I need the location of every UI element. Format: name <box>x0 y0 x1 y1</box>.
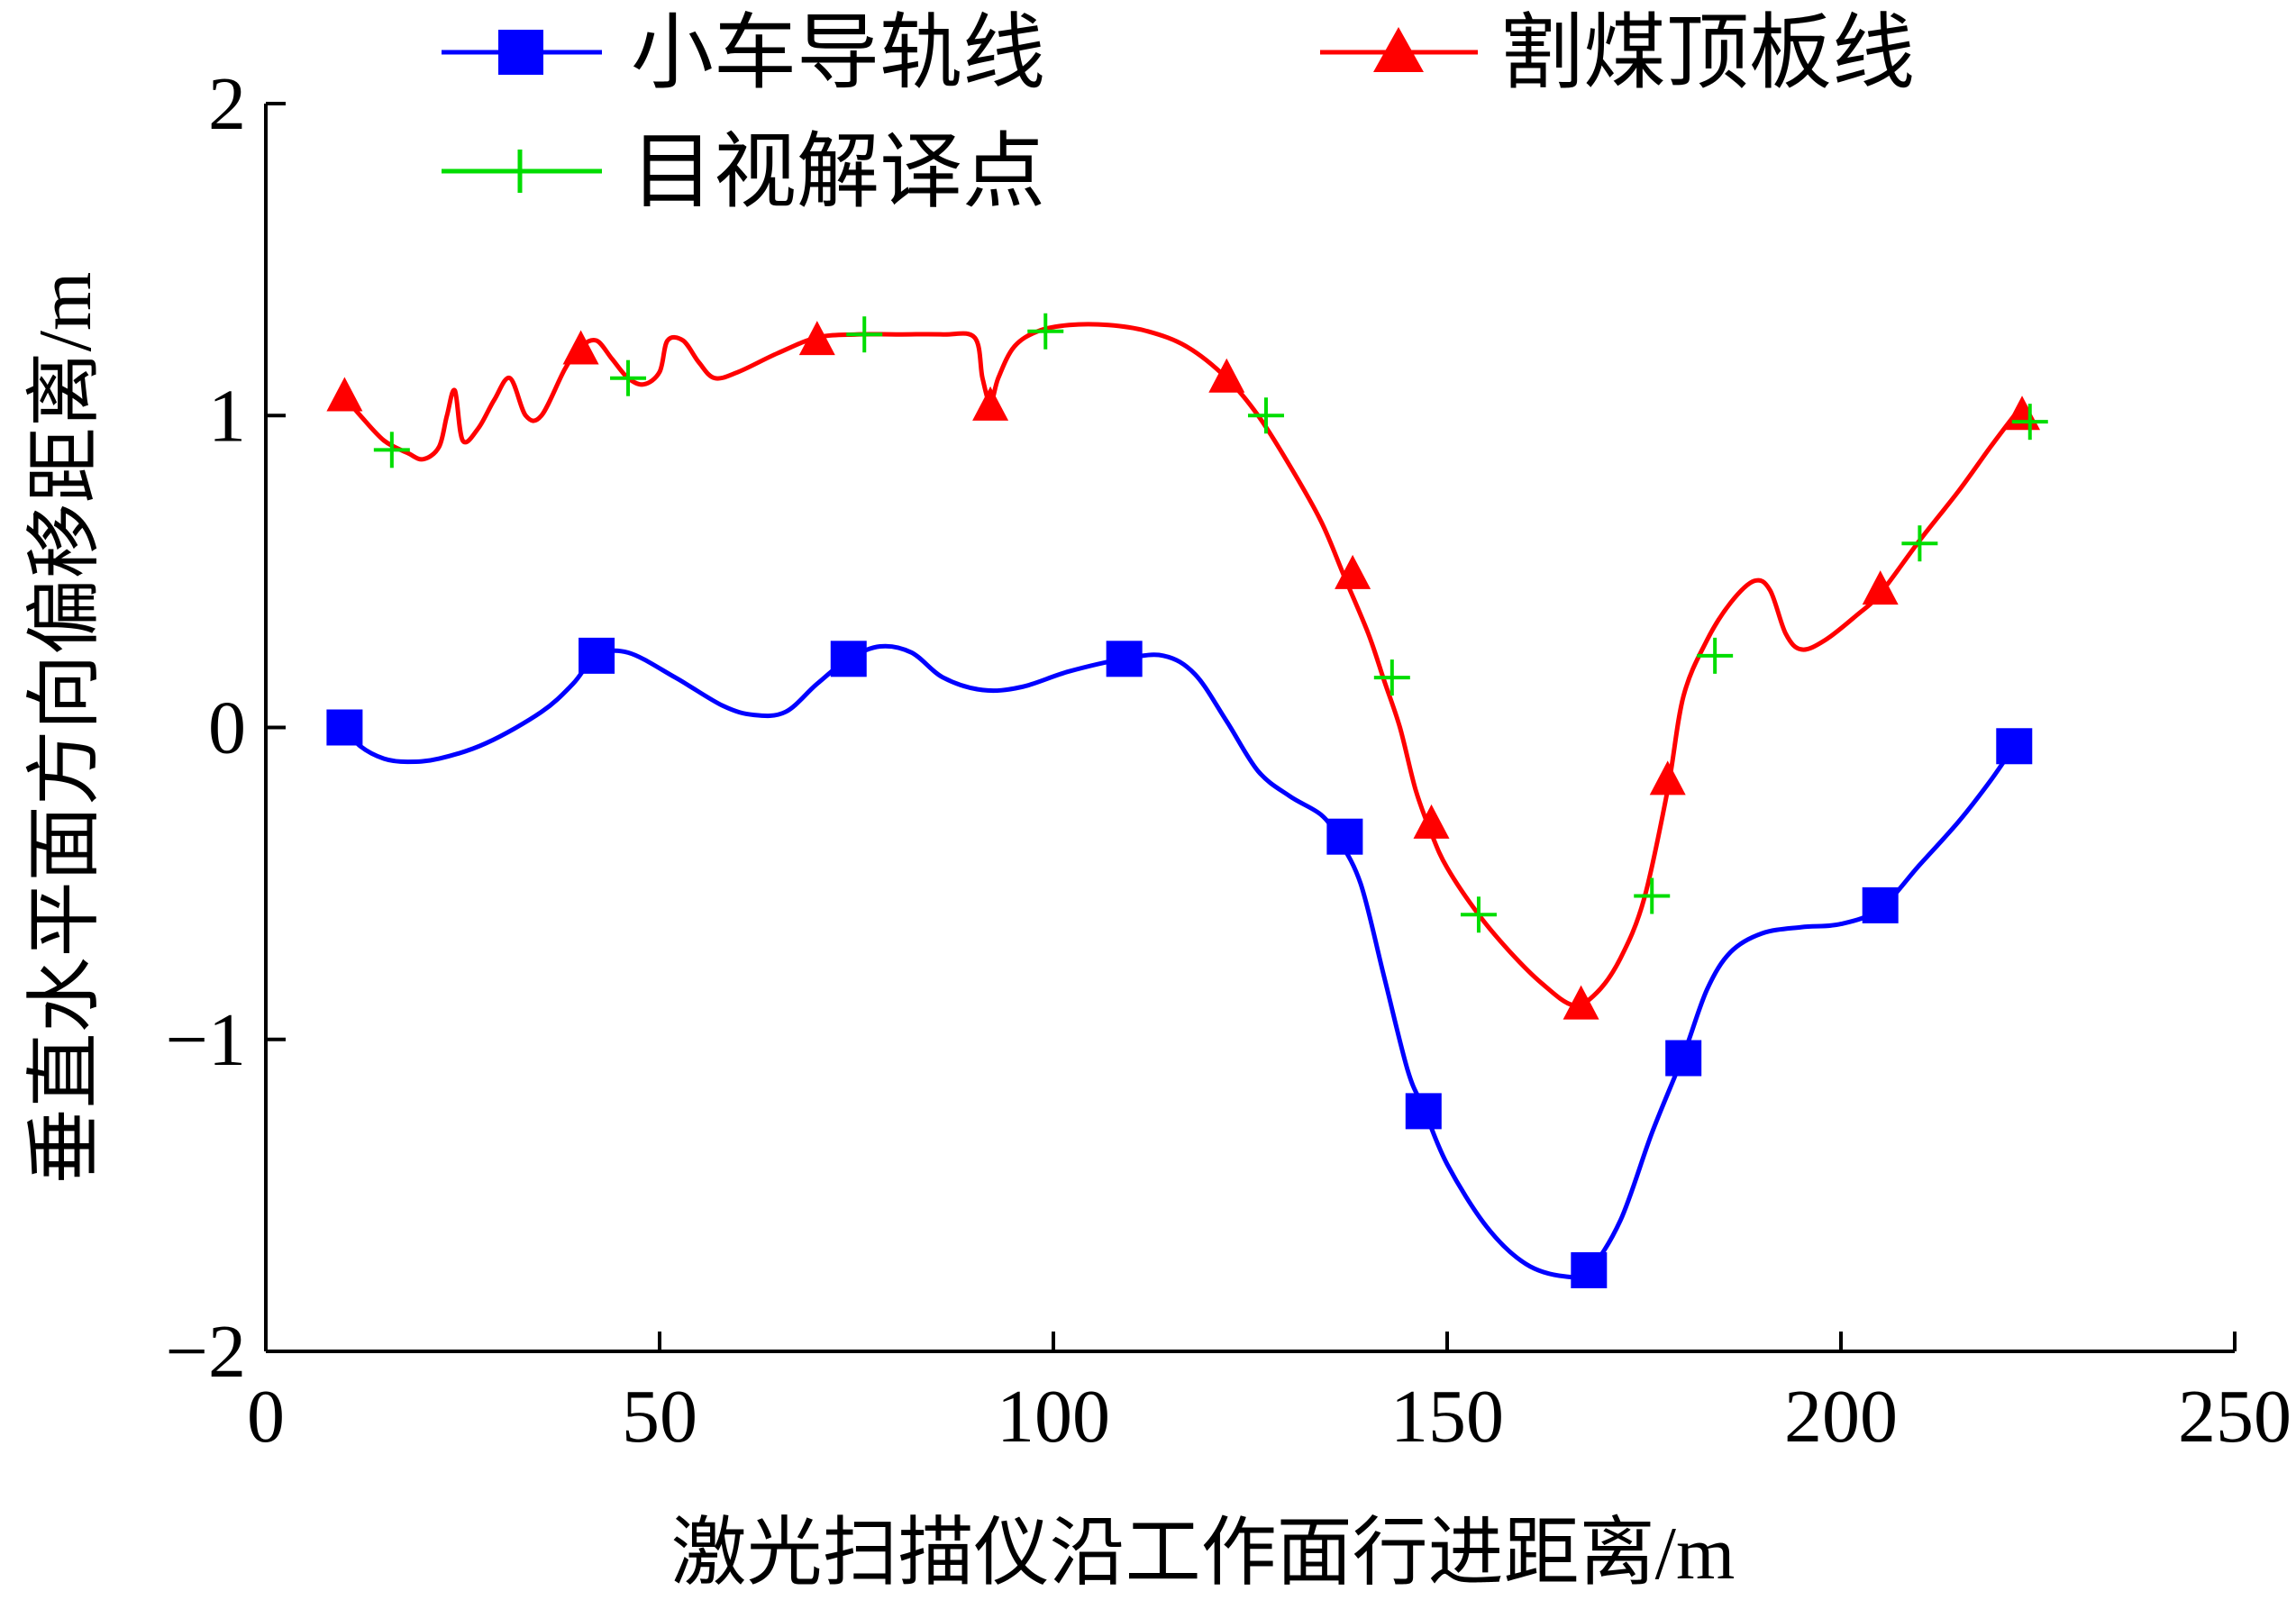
x-tick-label: 250 <box>2178 1375 2291 1459</box>
legend: 小车导轨线 割煤顶板线 目视解译点 <box>442 7 1915 218</box>
data-point-plus <box>1373 659 1410 696</box>
data-point-triangle <box>1862 570 1899 605</box>
data-point-triangle <box>1208 358 1245 393</box>
legend-marker-rail <box>498 30 543 75</box>
data-point-plus <box>610 359 647 396</box>
data-point-square <box>1326 818 1363 855</box>
data-point-triangle <box>798 321 835 356</box>
legend-item-roof: 割煤顶板线 <box>1320 7 1915 99</box>
legend-label-rail: 小车导轨线 <box>631 7 1045 99</box>
data-point-plus <box>1697 637 1734 674</box>
data-point-triangle <box>326 377 363 412</box>
legend-item-rail: 小车导轨线 <box>442 7 1045 99</box>
data-point-plus <box>1247 397 1284 434</box>
x-tick-label: 0 <box>247 1375 285 1459</box>
legend-label-visual: 目视解译点 <box>631 126 1045 218</box>
y-axis-title: 垂直水平面方向偏移距离/m <box>23 272 107 1185</box>
data-point-plus <box>846 316 883 353</box>
data-point-triangle <box>1563 985 1599 1020</box>
data-point-square <box>1665 1040 1702 1077</box>
data-point-plus <box>373 432 410 468</box>
x-tick-label: 100 <box>997 1375 1110 1459</box>
series-layer <box>326 313 2048 1288</box>
y-ticks: −2 −1 0 1 2 <box>166 62 286 1394</box>
series-line <box>342 322 2017 1008</box>
data-point-square <box>326 709 363 746</box>
data-point-triangle <box>1335 554 1371 589</box>
x-ticks: 0 50 100 150 200 250 <box>247 1332 2291 1459</box>
data-point-plus <box>1634 877 1671 914</box>
data-point-square <box>1106 641 1143 677</box>
data-point-square <box>1571 1251 1608 1288</box>
data-point-triangle <box>1649 760 1686 795</box>
y-tick-label: −1 <box>166 998 246 1082</box>
x-axis-title: 激光扫描仪沿工作面行进距离/m <box>671 1512 1736 1595</box>
series-0 <box>326 637 2033 1288</box>
data-point-triangle <box>1413 804 1450 839</box>
y-tick-label: 0 <box>208 686 246 770</box>
data-point-square <box>579 637 615 674</box>
x-tick-label: 200 <box>1784 1375 1898 1459</box>
data-point-square <box>830 641 867 677</box>
data-point-plus <box>1460 896 1497 933</box>
data-point-square <box>1405 1093 1442 1130</box>
data-point-triangle <box>972 386 1009 421</box>
data-point-triangle <box>2004 395 2041 431</box>
y-tick-label: 2 <box>208 62 246 146</box>
data-point-square <box>1996 728 2033 765</box>
x-tick-label: 150 <box>1390 1375 1504 1459</box>
y-tick-label: 1 <box>208 374 246 458</box>
data-point-triangle <box>562 330 599 365</box>
data-point-square <box>1862 886 1899 923</box>
legend-item-visual: 目视解译点 <box>442 126 1045 218</box>
legend-marker-roof <box>1373 27 1424 72</box>
y-tick-label: −2 <box>166 1310 246 1394</box>
data-point-plus <box>2011 404 2048 441</box>
series-2 <box>373 313 2048 933</box>
plot-area <box>264 104 2235 1353</box>
x-tick-label: 50 <box>622 1375 697 1459</box>
series-line <box>342 643 2017 1280</box>
data-point-plus <box>1027 313 1064 350</box>
data-point-plus <box>1901 525 1938 562</box>
legend-label-roof: 割煤顶板线 <box>1500 7 1915 99</box>
